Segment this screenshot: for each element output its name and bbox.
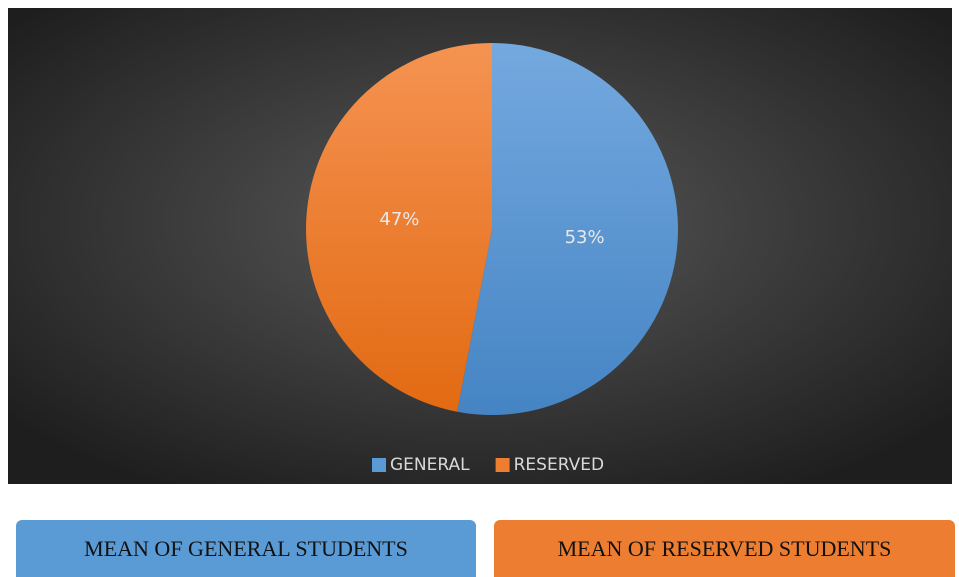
data-label: 53% (565, 227, 605, 248)
general-button[interactable]: MEAN OF GENERAL STUDENTS (16, 520, 476, 577)
legend-label: GENERAL (390, 455, 470, 475)
pie-slice (457, 43, 679, 415)
chart: 53% 47% GENERAL RESERVED (8, 8, 952, 484)
data-label: 47% (379, 209, 419, 230)
legend-swatch (372, 458, 386, 472)
legend-label: RESERVED (514, 455, 604, 475)
reserved-button[interactable]: MEAN OF RESERVED STUDENTS (494, 520, 955, 577)
legend-swatch (495, 458, 510, 472)
pie-slice (306, 43, 492, 412)
